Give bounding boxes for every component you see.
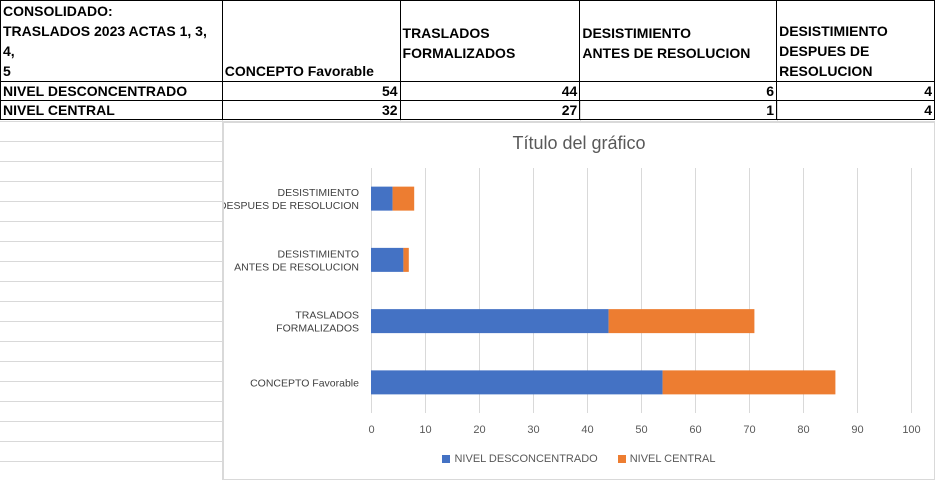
header-text-desist-antes: DESISTIMIENTO ANTES DE RESOLUCION [582, 25, 751, 61]
value-cell[interactable]: 1 [579, 100, 778, 120]
header-cell-traslados[interactable]: TRASLADOS FORMALIZADOS [399, 0, 581, 82]
header-cell-concepto[interactable]: CONCEPTO Favorable [221, 0, 401, 82]
bar-segment [371, 370, 663, 395]
x-tick-label: 20 [473, 424, 485, 436]
header-cell-desist-antes[interactable]: DESISTIMIENTO ANTES DE RESOLUCION [579, 0, 778, 82]
y-category-label: DESPUES DE RESOLUCION [224, 200, 359, 212]
x-tick-label: 70 [743, 424, 755, 436]
y-category-label: FORMALIZADOS [276, 323, 359, 335]
y-category-label: ANTES DE RESOLUCION [234, 261, 359, 273]
y-category-label: TRASLADOS [295, 310, 359, 322]
bar-segment [392, 186, 415, 211]
chart-legend: NIVEL DESCONCENTRADO NIVEL CENTRAL [224, 453, 934, 466]
value-cell[interactable]: 54 [221, 81, 401, 101]
chart-area[interactable]: Título del gráfico 0 10 20 30 40 50 60 70 80 90 10… [223, 122, 935, 480]
legend-swatch [617, 455, 626, 463]
header-text-concepto: CONCEPTO Favorable [224, 63, 374, 79]
x-tick-label: 60 [689, 424, 701, 436]
x-tick-label: 0 [368, 424, 374, 436]
legend-label: NIVEL CENTRAL [629, 453, 716, 465]
bar-segment [403, 247, 409, 272]
value-cell[interactable]: 4 [776, 100, 935, 120]
row-label-cell[interactable]: NIVEL DESCONCENTRADO [0, 81, 223, 101]
bar-segment [608, 309, 755, 334]
bar-segment [371, 309, 609, 334]
row-label-cell[interactable]: NIVEL CENTRAL [0, 100, 223, 120]
chart-plot: 0 10 20 30 40 50 60 70 80 90 100 CONCEPTO Favorable… [224, 168, 921, 436]
value-cell[interactable]: 32 [221, 100, 401, 120]
x-tick-label: 40 [581, 424, 593, 436]
x-tick-label: 30 [527, 424, 539, 436]
header-row: CONSOLIDADO: TRASLADOS 2023 ACTAS 1, 3, … [0, 0, 935, 82]
header-cell-consolidado[interactable]: CONSOLIDADO: TRASLADOS 2023 ACTAS 1, 3, … [0, 0, 223, 82]
bar-segment [371, 247, 404, 272]
x-tick-label: 50 [635, 424, 647, 436]
header-text-traslados: TRASLADOS FORMALIZADOS [402, 25, 516, 61]
y-category-label: CONCEPTO Favorable [250, 377, 359, 389]
header-text-consolidado: CONSOLIDADO: TRASLADOS 2023 ACTAS 1, 3, … [3, 3, 207, 79]
x-tick-label: 90 [851, 424, 863, 436]
legend-swatch [442, 455, 451, 463]
y-category-label: DESISTIMIENTO [278, 248, 359, 260]
legend-item[interactable]: NIVEL CENTRAL [617, 453, 716, 465]
table-row: NIVEL CENTRAL 32 27 1 4 [0, 100, 935, 120]
data-table: CONSOLIDADO: TRASLADOS 2023 ACTAS 1, 3, … [0, 0, 935, 120]
chart-title: Título del gráfico [512, 133, 646, 153]
value-cell[interactable]: 4 [776, 81, 935, 101]
header-cell-desist-despues[interactable]: DESISTIMIENTO DESPUES DE RESOLUCION [776, 0, 935, 82]
value-cell[interactable]: 27 [399, 100, 581, 120]
header-text-desist-despues: DESISTIMIENTO DESPUES DE RESOLUCION [779, 23, 888, 79]
table-row: NIVEL DESCONCENTRADO 54 44 6 4 [0, 81, 935, 101]
bar-segment [371, 186, 393, 211]
x-tick-label: 100 [902, 424, 920, 436]
x-tick-label: 10 [419, 424, 431, 436]
legend-item[interactable]: NIVEL DESCONCENTRADO [442, 453, 598, 465]
y-category-label: DESISTIMIENTO [278, 187, 359, 199]
legend-label: NIVEL DESCONCENTRADO [454, 453, 598, 465]
value-cell[interactable]: 44 [399, 81, 581, 101]
value-cell[interactable]: 6 [579, 81, 778, 101]
bar-segment [662, 370, 836, 395]
x-tick-label: 80 [797, 424, 809, 436]
